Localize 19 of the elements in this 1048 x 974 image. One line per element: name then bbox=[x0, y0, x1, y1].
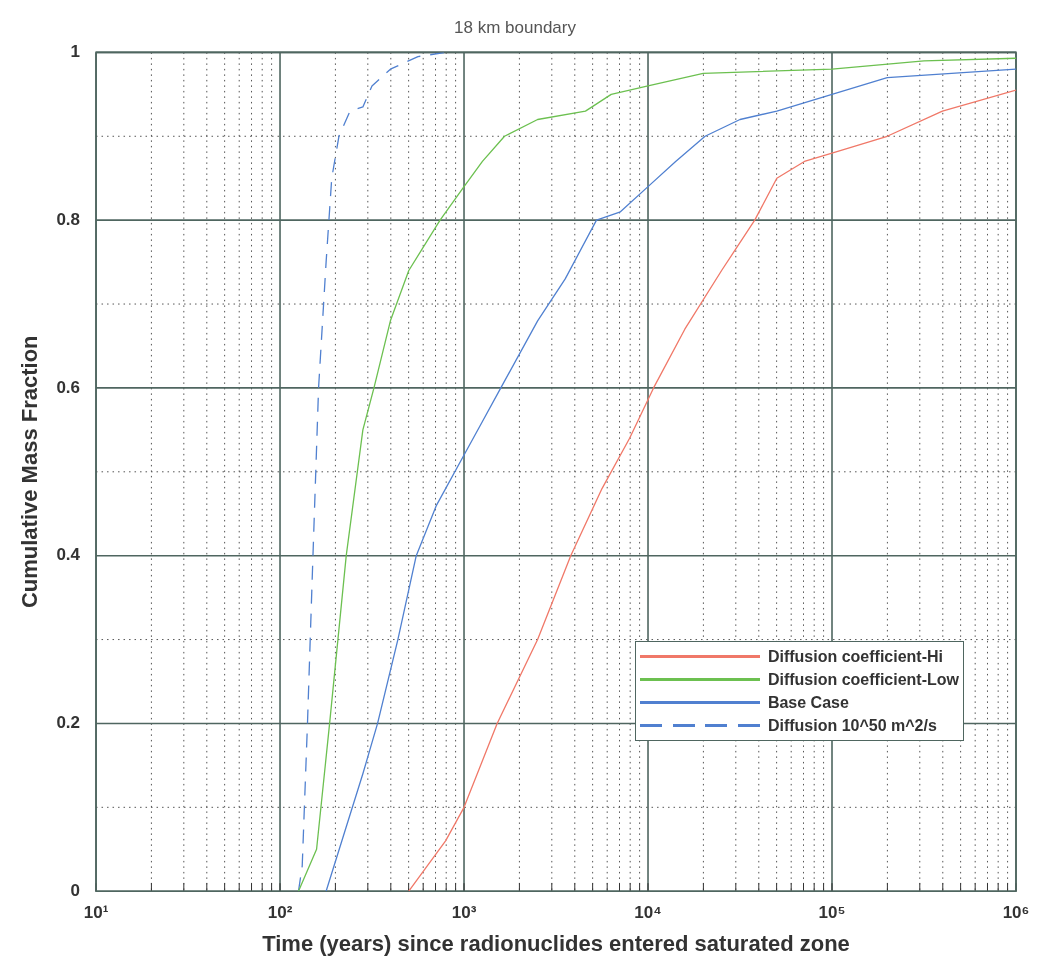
y-tick-label: 0.4 bbox=[56, 545, 81, 565]
x-tick-label: 10⁵ bbox=[818, 903, 846, 923]
legend-label: Diffusion coefficient-Hi bbox=[767, 647, 943, 666]
y-tick-label: 0.6 bbox=[56, 377, 81, 397]
x-tick-label: 10⁶ bbox=[1002, 903, 1030, 923]
x-tick-label: 10⁴ bbox=[634, 903, 662, 923]
chart-title: 18 km boundary bbox=[454, 17, 577, 37]
y-tick-label: 0.2 bbox=[56, 713, 81, 733]
y-tick-label: 0.8 bbox=[56, 209, 81, 229]
y-tick-label: 1 bbox=[70, 42, 81, 62]
legend-label: Base Case bbox=[767, 693, 849, 712]
x-axis-title: Time (years) since radionuclides entered saturated zone bbox=[262, 930, 850, 956]
y-axis-title: Cumulative Mass Fraction bbox=[17, 335, 43, 609]
x-tick-label: 10³ bbox=[451, 903, 477, 923]
legend-label: Diffusion coefficient-Low bbox=[767, 670, 959, 689]
x-tick-label: 10¹ bbox=[83, 903, 109, 923]
x-tick-label: 10² bbox=[267, 903, 293, 923]
legend-label: Diffusion 10^50 m^2/s bbox=[767, 716, 937, 735]
y-tick-label: 0 bbox=[70, 880, 81, 900]
